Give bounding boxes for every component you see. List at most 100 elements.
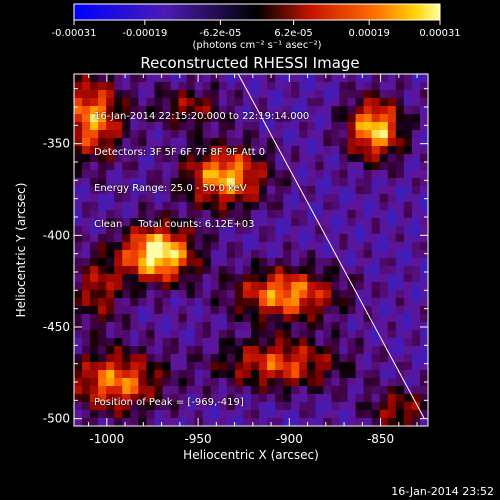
heatmap-cell xyxy=(331,114,341,123)
heatmap-cell xyxy=(419,290,428,299)
heatmap-cell xyxy=(267,234,276,243)
heatmap-cell xyxy=(74,202,83,211)
heatmap-cell xyxy=(363,210,373,219)
heatmap-cell xyxy=(122,322,131,331)
heatmap-cell xyxy=(403,386,413,395)
heatmap-cell xyxy=(162,314,172,323)
heatmap-cell xyxy=(363,202,373,211)
heatmap-cell xyxy=(411,138,421,147)
heatmap-cell xyxy=(186,346,196,355)
heatmap-cell xyxy=(331,170,341,179)
heatmap-cell xyxy=(82,226,91,235)
heatmap-cell xyxy=(170,114,180,123)
heatmap-cell xyxy=(299,314,308,323)
heatmap-cell xyxy=(114,418,123,426)
heatmap-cell xyxy=(82,362,91,371)
heatmap-cell xyxy=(379,218,389,227)
heatmap-cell xyxy=(307,322,316,331)
heatmap-cell xyxy=(387,242,397,251)
heatmap-cell xyxy=(130,322,139,331)
heatmap-cell xyxy=(323,418,333,426)
heatmap-cell xyxy=(283,186,292,195)
heatmap-cell xyxy=(331,418,341,426)
heatmap-cell xyxy=(259,418,268,426)
heatmap-cell xyxy=(234,138,244,147)
heatmap-cell xyxy=(130,74,139,83)
heatmap-cell xyxy=(403,394,413,403)
heatmap-cell xyxy=(339,298,349,307)
heatmap-cell xyxy=(218,242,228,251)
heatmap-cell xyxy=(315,82,325,91)
heatmap-cell xyxy=(355,322,365,331)
heatmap-cell xyxy=(154,338,164,347)
heatmap-cell xyxy=(275,170,284,179)
heatmap-cell xyxy=(154,90,164,99)
heatmap-cell xyxy=(242,314,252,323)
heatmap-cell xyxy=(315,258,325,267)
heatmap-cell xyxy=(202,266,212,275)
heatmap-cell xyxy=(226,218,236,227)
heatmap-cell xyxy=(234,122,244,131)
heatmap-cell xyxy=(114,242,123,251)
heatmap-cell xyxy=(106,266,115,275)
heatmap-cell xyxy=(114,346,123,355)
heatmap-cell xyxy=(419,130,428,139)
heatmap-cell xyxy=(387,226,397,235)
heatmap-cell xyxy=(379,282,389,291)
heatmap-cell xyxy=(162,202,172,211)
heatmap-cell xyxy=(275,370,284,379)
heatmap-cell xyxy=(323,234,333,243)
heatmap-cell xyxy=(178,354,188,363)
heatmap-cell xyxy=(347,130,357,139)
heatmap-cell xyxy=(74,402,83,411)
heatmap-cell xyxy=(234,218,244,227)
heatmap-cell xyxy=(226,138,236,147)
heatmap-cell xyxy=(194,90,204,99)
heatmap-cell xyxy=(355,290,365,299)
heatmap-cell xyxy=(387,386,397,395)
heatmap-cell xyxy=(202,122,212,131)
heatmap-cell xyxy=(82,130,91,139)
heatmap-cell xyxy=(331,298,341,307)
heatmap-cell xyxy=(210,74,220,83)
heatmap-cell xyxy=(331,146,341,155)
footer-date: 16-Jan-2014 23:52 xyxy=(391,485,494,498)
heatmap-cell xyxy=(403,354,413,363)
heatmap-cell xyxy=(323,410,333,419)
heatmap-cell xyxy=(154,218,164,227)
y-tick-label: -350 xyxy=(43,137,70,151)
heatmap-cell xyxy=(226,266,236,275)
heatmap-cell xyxy=(178,298,188,307)
heatmap-cell xyxy=(363,170,373,179)
heatmap-cell xyxy=(106,194,115,203)
heatmap-cell xyxy=(162,74,172,83)
heatmap-cell xyxy=(210,210,220,219)
heatmap-cell xyxy=(226,338,236,347)
heatmap-cell xyxy=(315,394,325,403)
heatmap-cell xyxy=(299,226,308,235)
heatmap-cell xyxy=(251,242,260,251)
heatmap-cell xyxy=(403,170,413,179)
heatmap-cell xyxy=(234,394,244,403)
heatmap-cell xyxy=(170,282,180,291)
heatmap-cell xyxy=(178,386,188,395)
heatmap-cell xyxy=(371,146,381,155)
heatmap-cell xyxy=(226,410,236,419)
heatmap-cell xyxy=(106,354,115,363)
heatmap-cell xyxy=(146,410,156,419)
heatmap-cell xyxy=(323,386,333,395)
heatmap-cell xyxy=(178,82,188,91)
heatmap-cell xyxy=(379,114,389,123)
heatmap-cell xyxy=(218,90,228,99)
heatmap-cell xyxy=(122,242,131,251)
heatmap-cell xyxy=(275,218,284,227)
heatmap-cell xyxy=(106,170,115,179)
heatmap-cell xyxy=(259,226,268,235)
heatmap-cell xyxy=(315,138,325,147)
heatmap-cell xyxy=(170,258,180,267)
heatmap-cell xyxy=(90,202,99,211)
heatmap-cell xyxy=(74,322,83,331)
heatmap-cell xyxy=(275,202,284,211)
heatmap-cell xyxy=(395,210,405,219)
heatmap-cell xyxy=(307,274,316,283)
